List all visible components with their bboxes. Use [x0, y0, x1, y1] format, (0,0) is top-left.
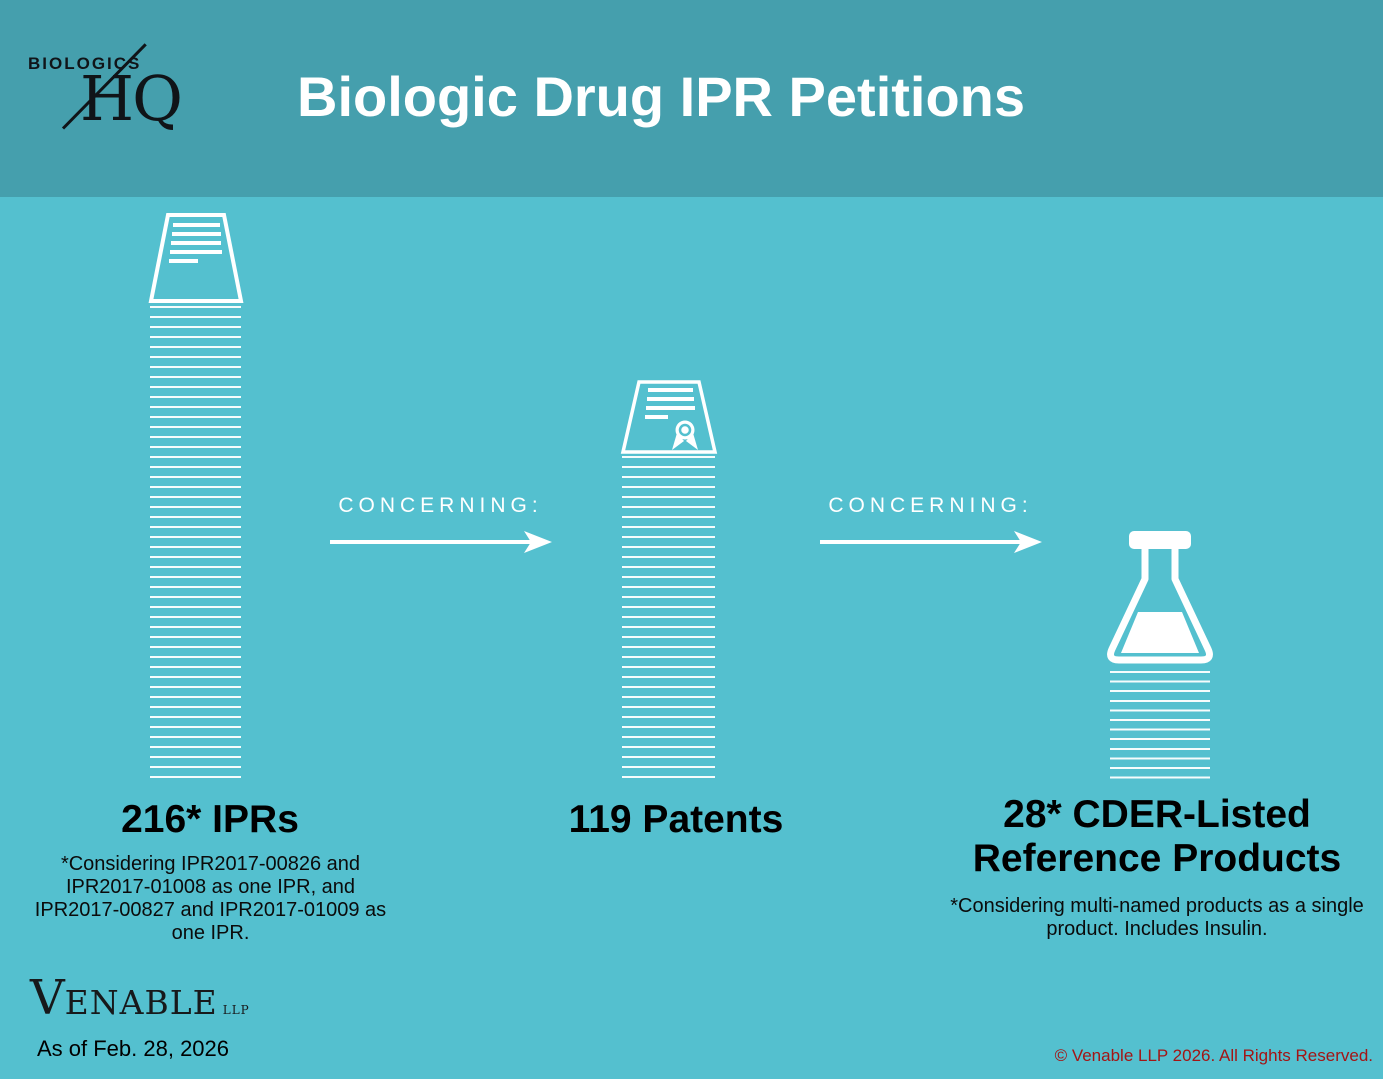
biologicshq-logo-hq: HQ	[80, 62, 183, 135]
document-stack-icon	[148, 213, 244, 303]
product-count-label: 28* CDER-Listed Reference Products	[972, 793, 1342, 880]
venable-logo-initial: V	[30, 970, 65, 1026]
concerning-label-2: CONCERNING:	[828, 494, 1033, 517]
as-of-date: As of Feb. 28, 2026	[37, 1036, 230, 1061]
connector-concerning-1: CONCERNING:	[328, 494, 553, 554]
right-arrow-icon	[330, 531, 552, 553]
connector-concerning-2: CONCERNING:	[818, 494, 1043, 554]
venable-logo-rest: ENABLE	[64, 983, 218, 1022]
certificate-stack-icon	[620, 380, 718, 454]
ipr-footnote: *Considering IPR2017-00826 and IPR2017-0…	[34, 853, 387, 944]
venable-logo: V ENABLE LLP	[30, 970, 250, 1026]
venable-logo-suffix: LLP	[222, 1003, 250, 1017]
patent-count-label: 119 Patents	[568, 798, 784, 841]
biologicshq-logo-text: BIOLOGICS	[28, 54, 142, 73]
product-footnote: *Considering multi-named products as a s…	[950, 895, 1364, 940]
copyright-notice: © Venable LLP 2026. All Rights Reserved.	[1054, 1046, 1373, 1065]
patent-stack-lines	[622, 456, 715, 785]
ipr-stack-lines	[150, 306, 241, 785]
right-arrow-icon	[820, 531, 1042, 553]
page-title: Biologic Drug IPR Petitions	[297, 65, 1026, 128]
header-bar: BIOLOGICS HQ Biologic Drug IPR Petitions	[0, 0, 1383, 197]
concerning-label-1: CONCERNING:	[338, 494, 543, 517]
flask-stack-icon	[1107, 531, 1213, 664]
product-stack-lines	[1110, 671, 1210, 779]
ipr-count-label: 216* IPRs	[121, 798, 299, 841]
